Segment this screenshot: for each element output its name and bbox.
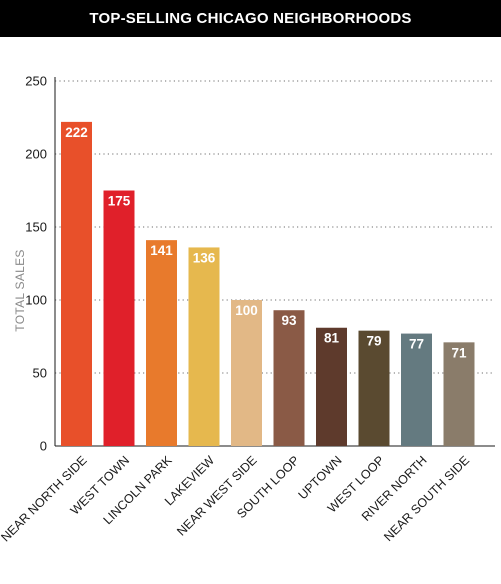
y-tick-label: 0: [40, 439, 47, 454]
data-label: 81: [324, 331, 340, 346]
bar: [316, 327, 347, 446]
bar: [61, 121, 92, 446]
bar: [273, 310, 305, 446]
bar: [231, 300, 262, 446]
bar: [443, 342, 475, 446]
data-label: 136: [193, 250, 216, 265]
data-label: 79: [366, 334, 381, 349]
data-label: 175: [108, 194, 131, 209]
data-label: 93: [281, 313, 297, 328]
data-label: 222: [65, 125, 88, 140]
y-tick-label: 250: [25, 74, 47, 89]
bar: [188, 247, 220, 446]
category-label: NEAR WEST SIDE: [174, 453, 259, 538]
y-axis-label: TOTAL SALES: [13, 249, 27, 331]
bar: [146, 240, 177, 446]
data-label: 141: [150, 243, 173, 258]
data-label: 77: [409, 337, 424, 352]
category-label: NEAR SOUTH SIDE: [381, 453, 472, 544]
bar: [401, 333, 432, 446]
data-label: 71: [451, 345, 467, 360]
y-tick-label: 50: [33, 366, 47, 381]
data-label: 100: [235, 303, 258, 318]
y-tick-label: 150: [25, 220, 47, 235]
y-tick-label: 200: [25, 147, 47, 162]
chart-title: TOP-SELLING CHICAGO NEIGHBORHOODS: [89, 10, 412, 27]
y-tick-label: 100: [25, 293, 47, 308]
title-bar: TOP-SELLING CHICAGO NEIGHBORHOODS: [0, 0, 501, 37]
bar: [358, 330, 390, 446]
bar: [103, 190, 135, 446]
